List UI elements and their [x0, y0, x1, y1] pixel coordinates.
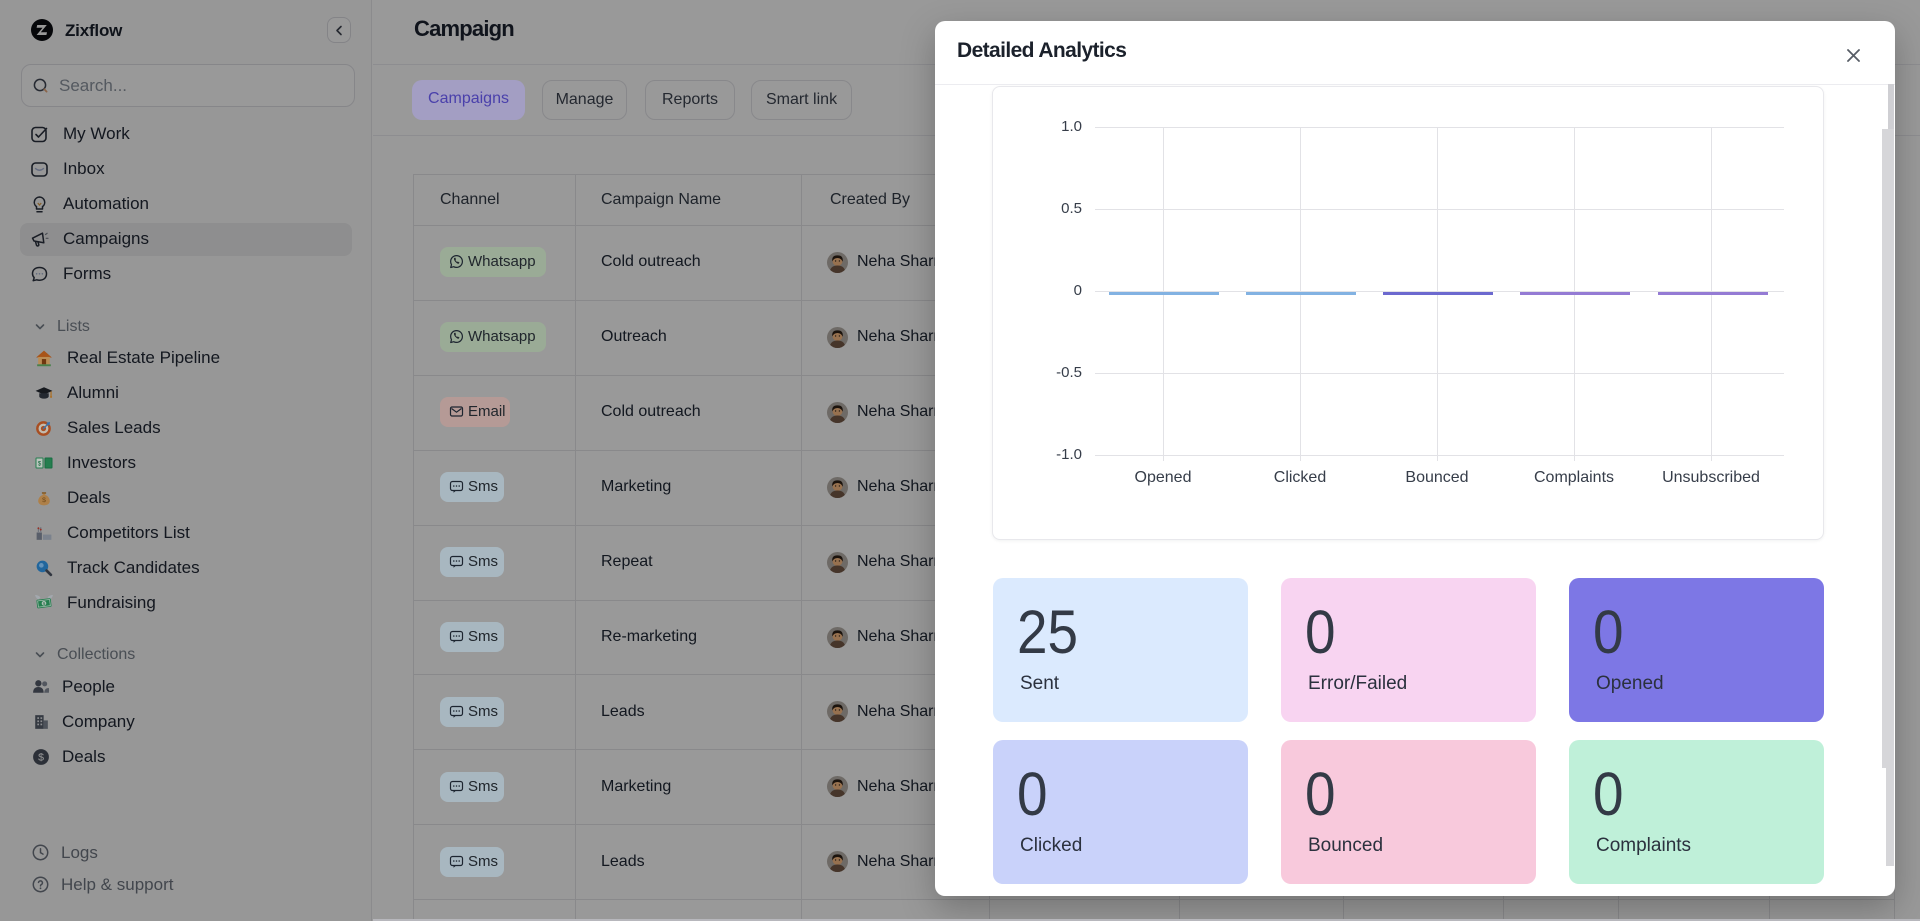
svg-text:$: $ [42, 497, 46, 504]
svg-text:$: $ [38, 462, 42, 468]
svg-text:$: $ [43, 601, 47, 606]
svg-text:$: $ [38, 752, 44, 764]
